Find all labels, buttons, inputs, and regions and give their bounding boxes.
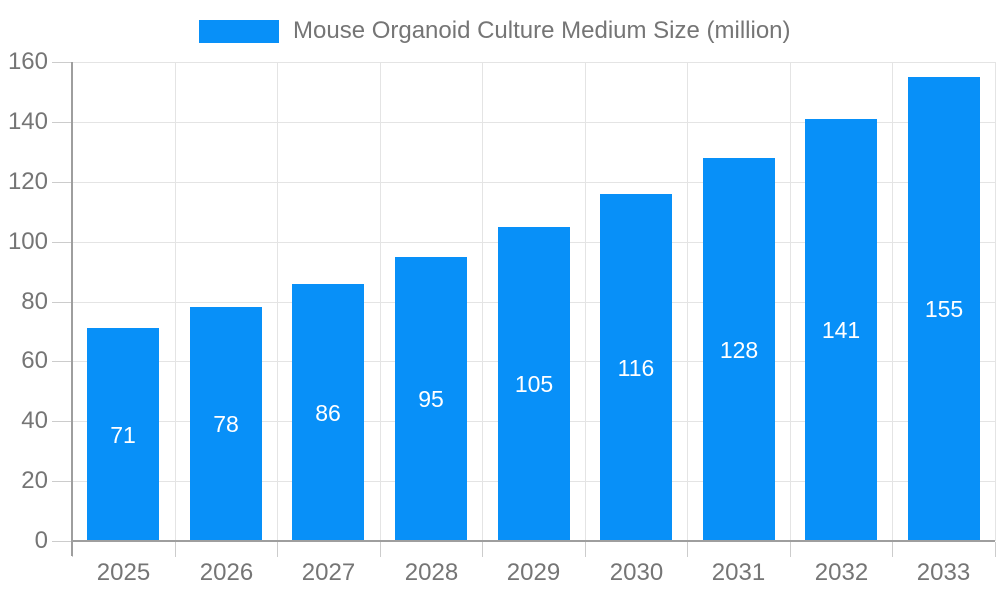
x-axis-tick-label: 2031 [711,559,766,586]
x-axis-tick-label: 2032 [814,559,869,586]
x-tick-mark [175,542,176,557]
bar [498,227,570,541]
bar [395,257,467,541]
x-tick-mark [687,542,688,557]
legend-swatch-icon [199,19,279,43]
y-axis-tick-label: 20 [21,467,48,494]
v-gridline [277,62,278,541]
y-axis-tick-label: 80 [21,288,48,315]
v-gridline [892,62,893,541]
y-axis-tick-label: 160 [7,48,48,75]
x-tick-mark [482,542,483,557]
bar [190,307,262,541]
legend-label: Mouse Organoid Culture Medium Size (mill… [293,17,791,44]
legend[interactable]: Mouse Organoid Culture Medium Size (mill… [199,17,791,45]
x-axis-tick-label: 2026 [199,559,254,586]
y-tick-mark [52,122,72,123]
y-tick-mark [52,481,72,482]
bar-value-label: 116 [617,355,655,381]
y-tick-mark [52,421,72,422]
x-tick-mark [790,542,791,557]
v-gridline [585,62,586,541]
y-tick-mark [52,62,72,63]
x-tick-mark [380,542,381,557]
bar [805,119,877,541]
y-axis-tick-label: 120 [7,168,48,195]
bar-value-label: 86 [315,400,341,426]
y-tick-mark [52,242,72,243]
y-axis-line [71,62,73,556]
bar-value-label: 78 [213,411,239,437]
x-axis-tick-label: 2025 [96,559,151,586]
v-gridline [482,62,483,541]
y-tick-mark [52,541,72,542]
bar-value-label: 71 [110,422,136,448]
bar-value-label: 141 [821,317,861,343]
x-tick-mark [585,542,586,557]
x-axis-tick-label: 2028 [404,559,459,586]
y-axis-tick-label: 100 [7,228,48,255]
bar-value-label: 155 [924,296,964,322]
bar [292,284,364,541]
h-gridline [72,62,995,63]
v-gridline [995,62,996,541]
y-tick-mark [52,302,72,303]
bar-value-label: 95 [418,386,444,412]
x-tick-mark [995,542,996,557]
v-gridline [380,62,381,541]
x-axis-tick-label: 2027 [301,559,356,586]
bar [87,328,159,541]
v-gridline [175,62,176,541]
x-axis-tick-label: 2030 [609,559,664,586]
bar [600,194,672,541]
y-axis-tick-label: 140 [7,108,48,135]
bar-value-label: 128 [719,337,759,363]
x-tick-mark [892,542,893,557]
y-tick-mark [52,361,72,362]
y-tick-mark [52,182,72,183]
bar [908,77,980,541]
v-gridline [790,62,791,541]
bar [703,158,775,541]
y-axis-tick-label: 40 [21,407,48,434]
bar-value-label: 105 [514,371,554,397]
h-gridline [72,182,995,183]
h-gridline [72,122,995,123]
x-axis-tick-label: 2029 [506,559,561,586]
y-axis-tick-label: 0 [34,527,48,554]
x-axis-line [72,540,995,542]
v-gridline [687,62,688,541]
x-tick-mark [277,542,278,557]
y-axis-tick-label: 60 [21,347,48,374]
x-axis-tick-label: 2033 [916,559,971,586]
